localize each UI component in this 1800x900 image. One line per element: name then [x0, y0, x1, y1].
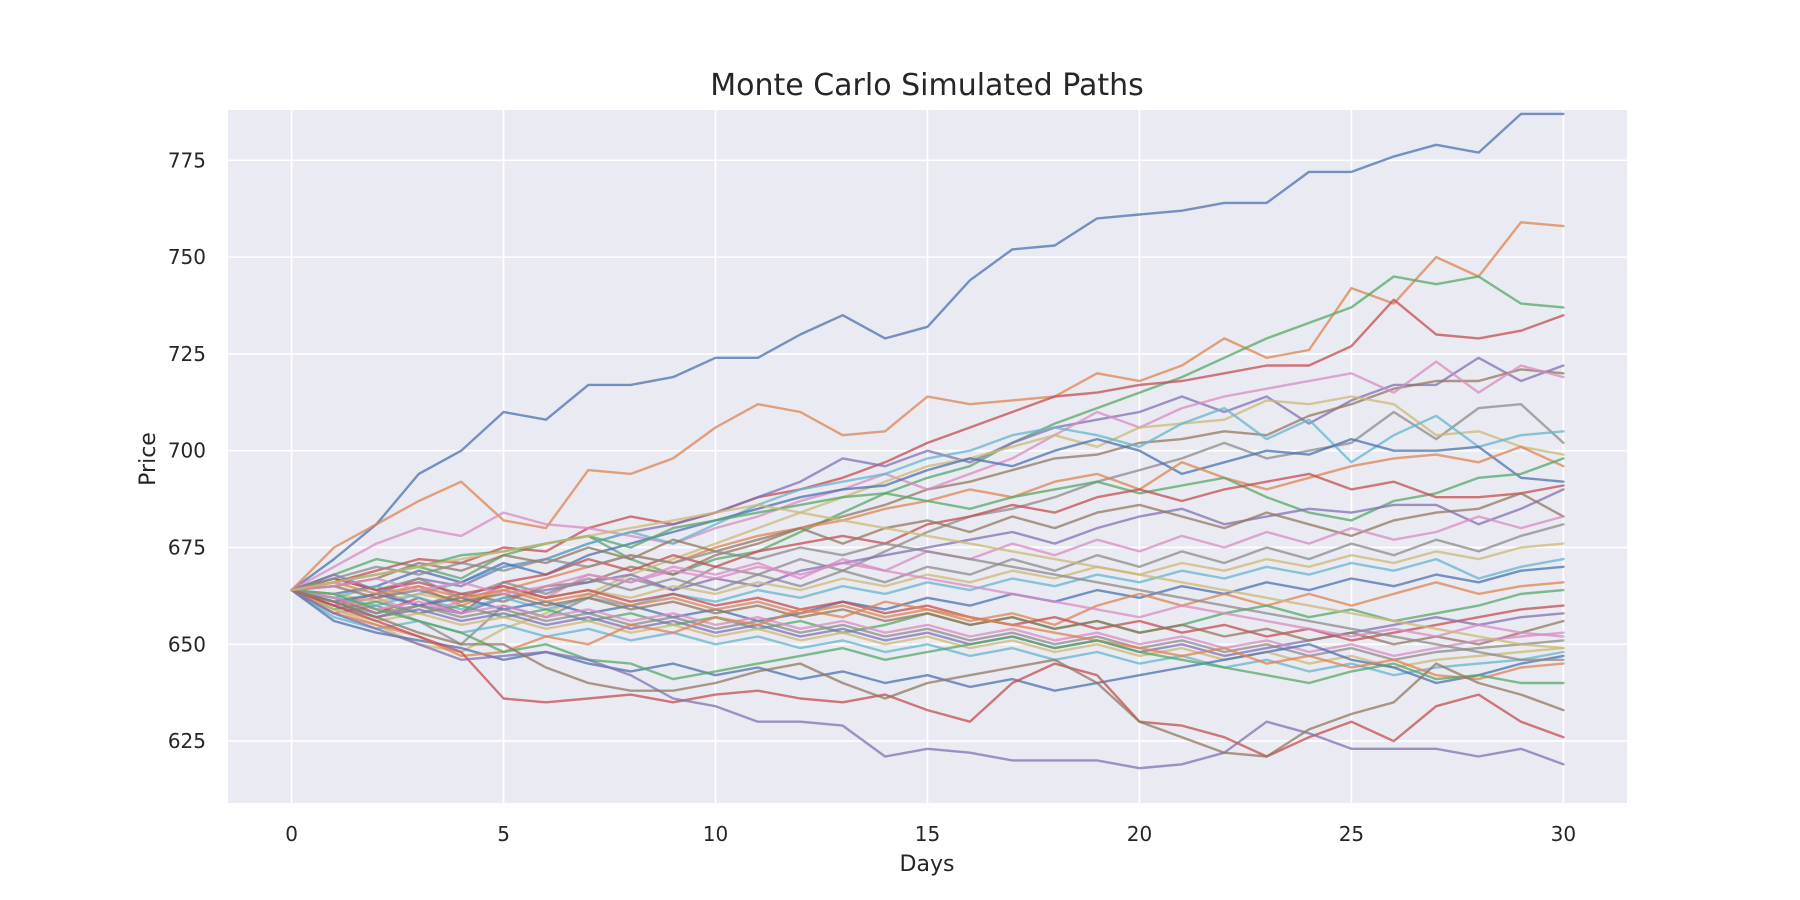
simulated-path-line — [290, 542, 1565, 661]
simulated-path-line — [290, 112, 1565, 592]
simulated-path-line — [290, 221, 1565, 592]
simulated-path-line — [290, 588, 1565, 685]
simulated-path-line — [290, 492, 1565, 592]
y-tick-label: 650 — [168, 632, 206, 656]
x-tick-label: 5 — [497, 822, 510, 846]
chart-title: Monte Carlo Simulated Paths — [710, 68, 1144, 103]
x-axis-label: Days — [900, 852, 955, 877]
simulated-path-line — [290, 360, 1565, 592]
series-lines — [290, 112, 1565, 770]
x-tick-label: 10 — [703, 822, 728, 846]
x-tick-label: 25 — [1339, 822, 1364, 846]
x-tick-label: 20 — [1127, 822, 1152, 846]
simulated-path-line — [290, 588, 1565, 658]
simulated-path-line — [290, 523, 1565, 599]
simulated-path-line — [290, 557, 1565, 611]
simulated-path-line — [290, 406, 1565, 607]
x-tick-label: 0 — [285, 822, 298, 846]
y-axis-ticks: 625 650 675 700 725 750 775 — [168, 148, 206, 753]
simulated-path-line — [290, 503, 1565, 650]
y-tick-label: 750 — [168, 245, 206, 269]
simulated-path-line — [290, 588, 1565, 692]
simulated-path-line — [290, 588, 1565, 661]
simulated-path-line — [290, 298, 1565, 592]
x-tick-label: 15 — [915, 822, 940, 846]
y-axis-label: Price — [136, 432, 161, 486]
simulated-path-line — [290, 588, 1565, 770]
y-tick-label: 775 — [168, 148, 206, 172]
y-tick-label: 700 — [168, 439, 206, 463]
simulated-path-line — [290, 561, 1565, 638]
simulated-path-line — [290, 577, 1565, 642]
simulated-path-line — [290, 437, 1565, 596]
simulated-path-line — [290, 588, 1565, 677]
y-tick-label: 725 — [168, 342, 206, 366]
y-tick-label: 675 — [168, 535, 206, 559]
simulated-path-line — [290, 588, 1565, 669]
x-tick-label: 30 — [1551, 822, 1576, 846]
simulated-path-line — [290, 588, 1565, 758]
y-tick-label: 625 — [168, 729, 206, 753]
x-axis-ticks: 0 5 10 15 20 25 30 — [285, 822, 1576, 846]
simulated-path-line — [290, 588, 1565, 758]
simulated-path-line — [290, 395, 1565, 654]
